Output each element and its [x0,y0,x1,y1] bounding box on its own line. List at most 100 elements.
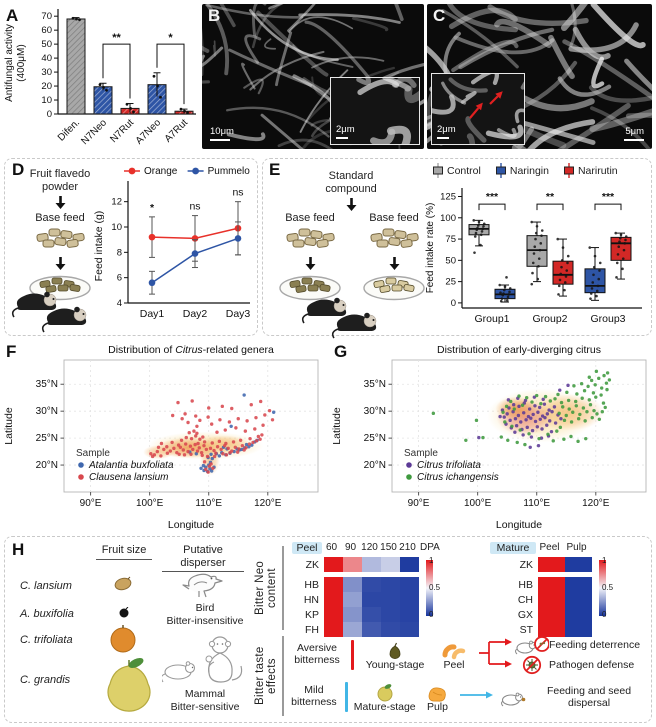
heatmap-tag: Peel [292,541,322,554]
tissue-icon [441,640,467,660]
heatmap-cell [538,607,565,622]
svg-text:20°N: 20°N [36,460,58,471]
heatmap-cell [381,592,400,607]
effect-outcomes: Feeding deterrence Pathogen defense [515,635,648,675]
mammal-name: Mammal [184,688,226,700]
stage-cell: Mature-stage [353,682,417,713]
mammal-disperser-text: Mammal Bitter-sensitive [162,688,248,713]
heatmap-cell [538,577,565,592]
svg-text:110°E: 110°E [195,498,222,509]
svg-text:Orange: Orange [144,166,178,177]
heatmap-colorbar [426,560,433,616]
svg-text:120°E: 120°E [582,498,610,509]
svg-text:30: 30 [41,67,52,78]
antifungal-bar-chart: 0 10 20 30 40 50 60 70 Antifungal activity (400μM… [4,9,196,147]
svg-text:(400μM): (400μM) [16,44,27,81]
heatmap-cell [565,577,592,592]
svg-text:20°N: 20°N [364,460,386,471]
heatmap-row-label: ZK [519,558,533,571]
svg-text:0: 0 [451,298,456,309]
fruit-buxifolia-icon [118,606,130,624]
stage-cell: Young-stage [359,640,431,671]
feed-intake-line-chart: Orange Pummelo 4 6 8 10 12 Feed intake (g) * ns ns… [93,166,251,320]
section-label-bitter-neo: Bitter Neo content [254,560,278,616]
svg-text:Distribution of Citrus-related: Distribution of Citrus-related genera [108,344,274,356]
heatmap-cell [324,592,343,607]
svg-text:ns: ns [189,201,200,213]
svg-text:Day2: Day2 [183,308,208,320]
putative-disperser-header: Putative disperser [162,544,244,573]
sem-hyphae-texture [202,4,424,149]
heatmap-cell [362,557,381,572]
svg-text:Distribution of early-divergin: Distribution of early-diverging citrus [437,344,601,356]
effect-arrow [477,633,515,678]
svg-text:**: ** [112,32,121,44]
outcome-icon [496,687,530,707]
sem-inset-b: 2μm [330,77,420,145]
svg-text:Latitude: Latitude [331,407,343,445]
panel-f-label: F [6,342,17,361]
panel-d-label: D [12,160,25,179]
heatmap-header: Peel 60 90 120 150 210 DPA [292,540,462,555]
svg-text:Latitude: Latitude [3,407,15,445]
svg-text:A7Rut: A7Rut [163,117,191,145]
heatmap-cell [362,607,381,622]
species-c-trifoliata: C. trifoliata [20,634,73,646]
fruit-lansium-icon [112,576,134,597]
feed-column-treated: Base feed [272,212,348,306]
heatmap-cell [324,557,343,572]
svg-text:Sample: Sample [404,448,438,459]
panel-h-label: H [12,540,25,559]
sem-inset-b-texture [356,78,419,144]
species-c-grandis: C. grandis [20,674,71,686]
colorbar-min: 0 [602,610,607,619]
panel-h-box [4,536,652,723]
scalebar-b-inset-bar [336,136,348,139]
heatmap-row-label: FH [305,623,319,636]
scalebar-b-inset: 2μm [336,125,355,139]
heatmap-col-label: 120 [361,542,378,553]
colorbar-mid: 0.5 [429,583,441,592]
panel-a-label: A [6,6,19,25]
svg-text:Group1: Group1 [474,313,509,325]
svg-text:120°E: 120°E [254,498,282,509]
svg-text:Citrus ichangensis: Citrus ichangensis [417,472,499,483]
svg-text:*: * [168,32,173,44]
svg-text:8: 8 [117,247,122,258]
heatmap-row-KP: KP [292,607,462,622]
svg-text:50: 50 [445,255,456,266]
scalebar-b-main-bar [210,138,230,141]
svg-text:Pummelo: Pummelo [208,166,251,177]
colorbar-max: 1 [602,556,607,565]
svg-text:***: *** [486,191,499,203]
svg-text:Difen.: Difen. [56,117,82,143]
heatmap-cell [343,557,362,572]
svg-text:***: *** [602,191,615,203]
svg-text:Group3: Group3 [590,313,625,325]
scalebar-c-main-bar [624,138,644,141]
effect-arrow [458,675,496,720]
outcome-text: Feeding deterrence [549,639,641,651]
down-arrow-icon [389,256,399,270]
sem-hyphae-texture-c [427,4,652,149]
svg-text:Feed intake (g): Feed intake (g) [93,211,105,282]
svg-text:60: 60 [41,25,52,36]
fruit-trifoliata-icon [108,624,138,659]
panel-e-flow: Standard compound [276,170,426,214]
red-arrow-1 [469,102,483,119]
svg-text:Atalantia buxfoliata: Atalantia buxfoliata [88,460,174,471]
bitter-effects-rows: Aversive bitterness Young-stage Peel Feeding… [288,634,648,718]
feed-pellets-icon [283,225,337,254]
heatmap-cell [538,592,565,607]
svg-text:10: 10 [41,95,52,106]
svg-text:25: 25 [445,277,456,288]
stage-text: Young-stage [365,658,425,671]
scalebar-b-main-text: 10μm [210,126,234,137]
heatmap-col-label: 210 [399,542,416,553]
heatmap-cell [324,622,343,637]
outcome-row: Feeding deterrence [515,635,648,655]
heatmap-cell [381,557,400,572]
outcome-icon [515,655,549,675]
svg-text:100°E: 100°E [136,498,164,509]
